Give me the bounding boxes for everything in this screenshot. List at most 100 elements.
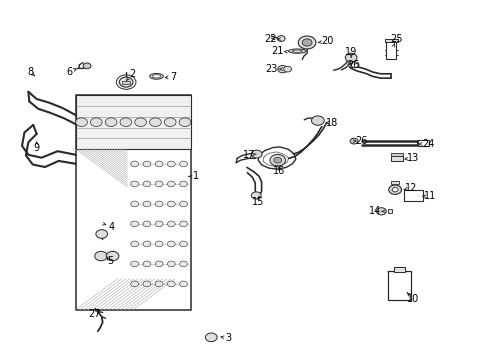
Circle shape <box>179 281 187 287</box>
Bar <box>76 95 190 149</box>
Circle shape <box>90 118 102 126</box>
Text: 2: 2 <box>129 69 135 79</box>
Circle shape <box>130 261 138 267</box>
Circle shape <box>130 281 138 287</box>
Text: 9: 9 <box>34 143 40 153</box>
Circle shape <box>349 138 357 144</box>
Circle shape <box>179 261 187 267</box>
Circle shape <box>179 161 187 167</box>
Circle shape <box>130 241 138 247</box>
Bar <box>403 190 423 201</box>
Bar <box>122 81 130 84</box>
Circle shape <box>142 161 150 167</box>
Ellipse shape <box>149 73 163 79</box>
Circle shape <box>179 181 187 187</box>
Bar <box>76 95 190 310</box>
Circle shape <box>179 201 187 207</box>
Bar <box>390 153 402 156</box>
Circle shape <box>142 281 150 287</box>
Circle shape <box>345 53 356 62</box>
Circle shape <box>142 181 150 187</box>
Text: 22: 22 <box>264 33 276 44</box>
Ellipse shape <box>292 50 302 52</box>
Circle shape <box>311 116 324 125</box>
Bar <box>417 140 428 146</box>
Circle shape <box>179 241 187 247</box>
Circle shape <box>119 77 133 87</box>
Text: 26: 26 <box>355 136 367 146</box>
Circle shape <box>273 157 281 163</box>
Text: 27: 27 <box>88 309 101 319</box>
Circle shape <box>179 118 190 126</box>
Text: 15: 15 <box>251 197 264 207</box>
Text: 10: 10 <box>406 294 419 304</box>
Text: 5: 5 <box>107 256 113 266</box>
Circle shape <box>167 181 175 187</box>
Bar <box>390 181 398 184</box>
Circle shape <box>155 201 163 207</box>
Circle shape <box>251 192 261 199</box>
Bar <box>387 271 410 300</box>
Circle shape <box>149 118 161 126</box>
Text: 12: 12 <box>404 183 416 193</box>
Circle shape <box>283 66 291 72</box>
Text: 26: 26 <box>346 60 359 70</box>
Circle shape <box>95 251 107 261</box>
Text: 19: 19 <box>344 47 357 57</box>
Circle shape <box>83 63 91 69</box>
Circle shape <box>130 201 138 207</box>
Text: 4: 4 <box>108 222 114 232</box>
Circle shape <box>142 201 150 207</box>
Text: 16: 16 <box>272 166 285 176</box>
Bar <box>393 267 405 272</box>
Circle shape <box>120 118 131 126</box>
Circle shape <box>155 261 163 267</box>
Circle shape <box>179 221 187 227</box>
Text: 7: 7 <box>170 72 176 82</box>
Text: 25: 25 <box>389 34 402 44</box>
Text: 23: 23 <box>265 64 278 74</box>
Circle shape <box>167 281 175 287</box>
Circle shape <box>142 221 150 227</box>
Bar <box>386 41 395 59</box>
Circle shape <box>130 181 138 187</box>
Circle shape <box>376 208 386 215</box>
Circle shape <box>167 241 175 247</box>
Text: 11: 11 <box>423 191 436 201</box>
Text: 1: 1 <box>192 171 198 181</box>
Text: 14: 14 <box>368 206 381 216</box>
Circle shape <box>96 230 107 238</box>
Ellipse shape <box>152 75 161 78</box>
Circle shape <box>155 161 163 167</box>
Circle shape <box>155 181 163 187</box>
Circle shape <box>130 161 138 167</box>
Text: 18: 18 <box>325 118 338 128</box>
Circle shape <box>142 241 150 247</box>
Circle shape <box>251 150 262 158</box>
Circle shape <box>167 221 175 227</box>
Circle shape <box>350 62 358 68</box>
Bar <box>390 156 402 161</box>
Circle shape <box>164 118 176 126</box>
Text: 8: 8 <box>27 67 33 77</box>
Text: 24: 24 <box>421 139 434 149</box>
Bar <box>387 209 391 213</box>
Circle shape <box>155 281 163 287</box>
Text: 13: 13 <box>406 153 419 163</box>
Circle shape <box>167 201 175 207</box>
Text: 3: 3 <box>225 333 231 343</box>
Circle shape <box>105 118 117 126</box>
Circle shape <box>130 221 138 227</box>
Text: 21: 21 <box>271 46 284 56</box>
Text: 17: 17 <box>243 150 255 160</box>
Circle shape <box>388 185 401 194</box>
Circle shape <box>205 333 217 342</box>
Circle shape <box>76 118 87 126</box>
Circle shape <box>277 66 287 73</box>
Circle shape <box>302 39 311 46</box>
Circle shape <box>155 241 163 247</box>
Circle shape <box>167 261 175 267</box>
Text: 6: 6 <box>66 67 72 77</box>
Circle shape <box>277 36 285 41</box>
Circle shape <box>167 161 175 167</box>
